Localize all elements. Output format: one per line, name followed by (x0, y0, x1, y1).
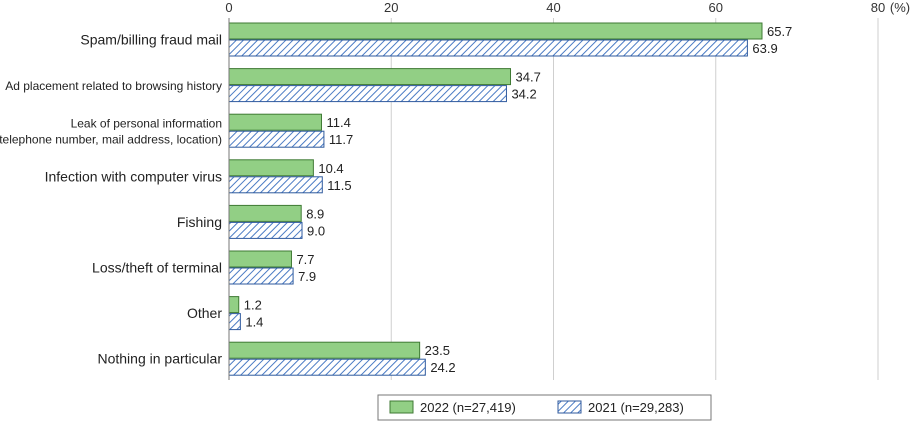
x-tick-label: 40 (546, 0, 560, 15)
value-label: 11.7 (329, 132, 353, 147)
bar-2022 (228, 341, 421, 359)
category-label: (ex. telephone number, mail address, loc… (0, 133, 222, 147)
value-label: 1.2 (244, 298, 262, 313)
bar-2022 (228, 68, 512, 86)
value-label: 24.2 (430, 360, 455, 375)
value-label: 11.5 (327, 178, 351, 193)
bar-2022 (228, 204, 302, 222)
category-label: Nothing in particular (97, 351, 222, 367)
value-label: 65.7 (767, 24, 792, 39)
bar-2022 (228, 113, 322, 131)
value-label: 9.0 (307, 223, 325, 238)
bar-2022 (228, 296, 240, 314)
value-label: 34.2 (511, 87, 536, 102)
category-label: Leak of personal information (71, 117, 222, 131)
value-label: 11.4 (326, 115, 350, 130)
legend-label-2022: 2022 (n=27,419) (420, 400, 516, 415)
bar-2022 (228, 250, 292, 268)
x-tick-label: 20 (384, 0, 398, 15)
bar-2021 (228, 267, 294, 285)
value-label: 10.4 (318, 161, 343, 176)
value-label: 23.5 (425, 343, 450, 358)
bars (228, 22, 763, 376)
category-label: Other (187, 305, 222, 321)
value-label: 63.9 (752, 41, 777, 56)
bar-2021 (228, 39, 748, 57)
legend-frame (377, 394, 712, 421)
category-label: Fishing (177, 214, 222, 230)
legend-label-2021: 2021 (n=29,283) (588, 400, 684, 415)
value-label: 1.4 (245, 315, 263, 330)
bar-2021 (228, 358, 426, 376)
x-tick-label: 60 (709, 0, 723, 15)
legend: 2022 (n=27,419) 2021 (n=29,283) (377, 394, 712, 421)
category-label: Infection with computer virus (45, 168, 222, 184)
category-label: Loss/theft of terminal (92, 260, 222, 276)
value-label: 8.9 (306, 206, 324, 221)
bar-2022 (228, 22, 763, 40)
x-axis-ticks: 0 20 40 60 80 (225, 0, 885, 15)
bar-2021 (228, 85, 507, 103)
category-label: Spam/billing fraud mail (80, 32, 222, 48)
x-tick-label: 0 (225, 0, 232, 15)
legend-swatch-2021 (557, 400, 582, 414)
bar-2021 (228, 176, 323, 194)
value-label: 34.7 (516, 70, 541, 85)
bar-2021 (228, 130, 325, 148)
value-label: 7.9 (298, 269, 316, 284)
bar-2022 (228, 159, 314, 177)
value-label: 7.7 (296, 252, 314, 267)
x-tick-label: 80 (871, 0, 885, 15)
legend-swatch-2022 (389, 400, 414, 414)
category-label: Ad placement related to browsing history (5, 79, 222, 93)
category-labels: Spam/billing fraud mail Ad placement rela… (0, 32, 222, 367)
gridlines (390, 18, 879, 380)
bar-2021 (228, 313, 241, 331)
value-labels: 65.7 63.9 34.7 34.2 11.4 11.7 10.4 11.58.9 9.0 7.… (244, 24, 793, 375)
x-axis-unit-label: (%) (890, 0, 910, 15)
bar-2021 (228, 221, 303, 239)
